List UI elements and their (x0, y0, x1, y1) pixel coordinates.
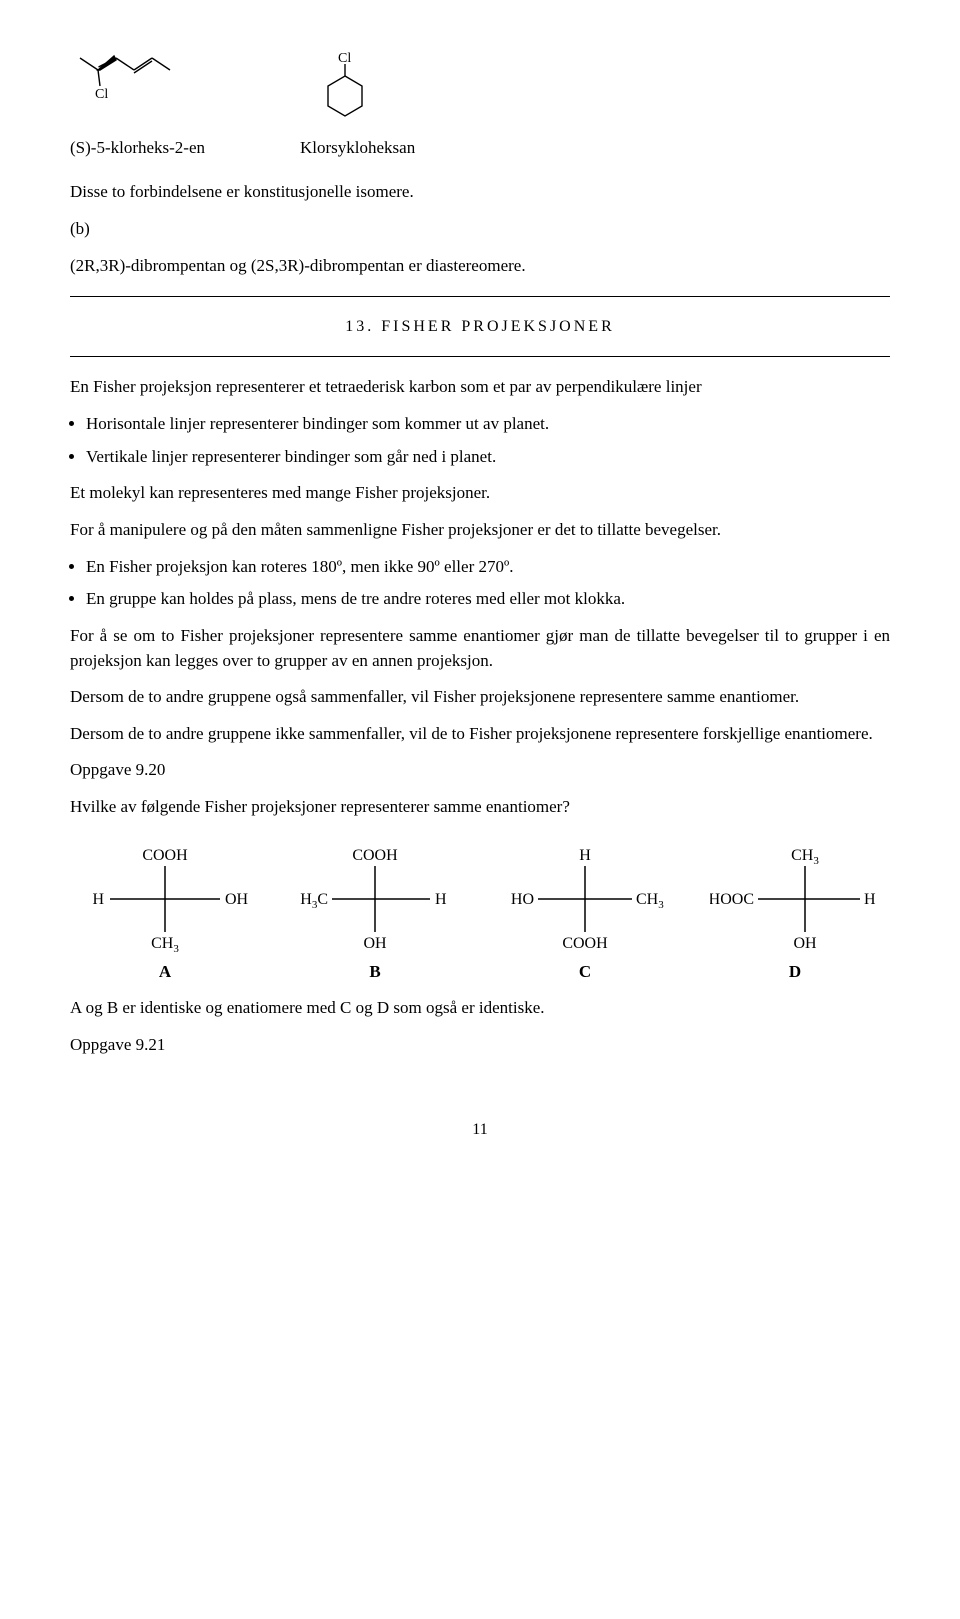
structure-right: Cl (300, 50, 390, 128)
page-number: 11 (70, 1118, 890, 1141)
answer-9-20: A og B er identiske og enatiomere med C … (70, 996, 890, 1021)
coincide-text: Dersom de to andre gruppene også sammenf… (70, 685, 890, 710)
fischer-D: CH3 HOOC H OH D (710, 844, 880, 985)
fischer-A: COOH H OH CH3 A (80, 844, 250, 985)
top-structures: Cl Cl (70, 50, 890, 128)
bullet-item: En gruppe kan holdes på plass, mens de t… (86, 587, 890, 612)
not-coincide-text: Dersom de to andre gruppene ikke sammenf… (70, 722, 890, 747)
right-structure-label: Klorsykloheksan (300, 136, 415, 161)
fischer-label-D: D (789, 960, 801, 985)
svg-text:CH3: CH3 (636, 891, 664, 911)
svg-text:COOH: COOH (562, 935, 608, 952)
bullet-item: En Fisher projeksjon kan roteres 180º, m… (86, 555, 890, 580)
left-structure-label: (S)-5-klorheks-2-en (70, 136, 205, 161)
svg-text:OH: OH (363, 935, 387, 952)
svg-text:HOOC: HOOC (710, 891, 754, 908)
fischer-label-B: B (369, 960, 380, 985)
bullet-item: Horisontale linjer representerer binding… (86, 412, 890, 437)
fischer-B: COOH H3C H OH B (290, 844, 460, 985)
structure-left: Cl (70, 50, 180, 128)
manipulate-text: For å manipulere og på den måten sammenl… (70, 518, 890, 543)
svg-text:HO: HO (511, 891, 534, 908)
fischer-projections-row: COOH H OH CH3 A COOH H3C H OH B H HO (70, 844, 890, 985)
structure-labels-row: (S)-5-klorheks-2-en Klorsykloheksan (70, 136, 890, 161)
fischer-C: H HO CH3 COOH C (500, 844, 670, 985)
diastereomers-text: (2R,3R)-dibrompentan og (2S,3R)-dibrompe… (70, 254, 890, 279)
svg-text:OH: OH (225, 891, 249, 908)
section-rule-bottom (70, 356, 890, 357)
fischer-label-A: A (159, 960, 171, 985)
svg-text:H: H (92, 891, 104, 908)
svg-text:H: H (435, 891, 447, 908)
svg-text:COOH: COOH (142, 847, 188, 864)
bullet-item: Vertikale linjer representerer bindinger… (86, 445, 890, 470)
svg-text:OH: OH (793, 935, 817, 952)
svg-text:COOH: COOH (352, 847, 398, 864)
bullet-list-1: Horisontale linjer representerer binding… (86, 412, 890, 469)
same-enantiomer-text: For å se om to Fisher projeksjoner repre… (70, 624, 890, 673)
section-rule-top (70, 296, 890, 297)
fischer-label-C: C (579, 960, 591, 985)
exercise-9-20: Oppgave 9.20 (70, 758, 890, 783)
bullet-list-2: En Fisher projeksjon kan roteres 180º, m… (86, 555, 890, 612)
cl-label-right: Cl (338, 51, 351, 66)
svg-text:H: H (579, 847, 591, 864)
svg-text:CH3: CH3 (151, 935, 179, 954)
svg-text:CH3: CH3 (791, 847, 819, 867)
section-heading: 13. FISHER PROJEKSJONER (70, 315, 890, 338)
section-title: FISHER PROJEKSJONER (381, 318, 614, 335)
part-b-label: (b) (70, 217, 890, 242)
fisher-intro: En Fisher projeksjon representerer et te… (70, 375, 890, 400)
section-number: 13. (345, 318, 374, 335)
constitutional-isomers-text: Disse to forbindelsene er konstitusjonel… (70, 180, 890, 205)
exercise-9-21: Oppgave 9.21 (70, 1033, 890, 1058)
svg-text:H3C: H3C (300, 891, 328, 911)
question-9-20: Hvilke av følgende Fisher projeksjoner r… (70, 795, 890, 820)
svg-text:H: H (864, 891, 876, 908)
cl-label-left: Cl (95, 87, 108, 102)
many-projections-text: Et molekyl kan representeres med mange F… (70, 481, 890, 506)
